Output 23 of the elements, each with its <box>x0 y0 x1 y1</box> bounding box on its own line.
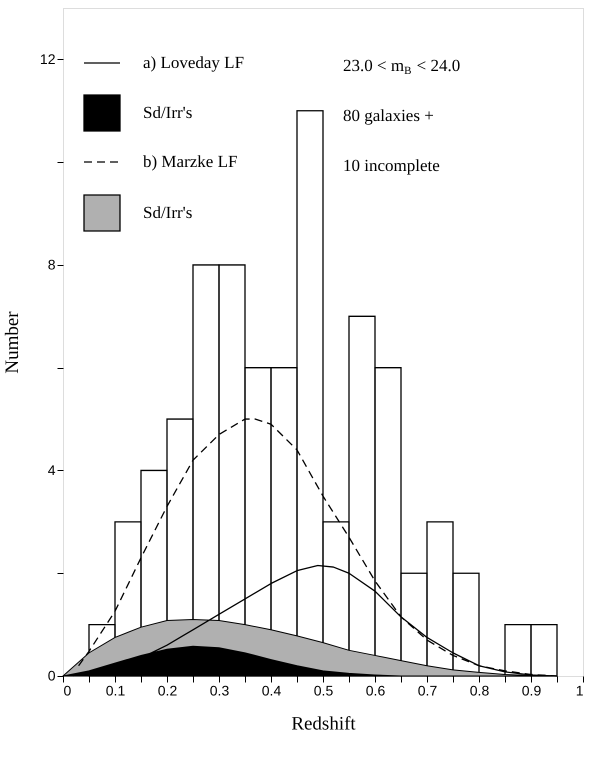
x-tick-label: 0.2 <box>158 682 178 698</box>
annotation: 10 incomplete <box>343 156 440 175</box>
legend-label: a) Loveday LF <box>143 53 244 72</box>
legend-label: Sd/Irr's <box>143 103 192 122</box>
x-tick-label: 0.1 <box>106 682 126 698</box>
annotation: 80 galaxies + <box>343 106 434 125</box>
y-tick-label: 0 <box>48 668 56 684</box>
y-tick-label: 4 <box>48 462 56 478</box>
legend-label: b) Marzke LF <box>143 152 238 171</box>
x-tick-label: 0.8 <box>470 682 490 698</box>
x-axis-title: Redshift <box>291 714 356 734</box>
x-tick-label: 0.9 <box>522 682 542 698</box>
y-tick-label: 12 <box>40 50 56 67</box>
x-tick-label: 1 <box>576 682 584 698</box>
x-tick-label: 0 <box>64 682 72 698</box>
x-tick-label: 0.5 <box>314 682 334 698</box>
x-tick-label: 0.7 <box>418 682 438 698</box>
x-tick-label: 0.6 <box>366 682 386 698</box>
legend-label: Sd/Irr's <box>143 203 192 222</box>
y-tick-label: 8 <box>48 256 56 272</box>
y-axis-title: Number <box>2 310 23 374</box>
x-tick-label: 0.4 <box>262 682 282 698</box>
x-tick-label: 0.3 <box>210 682 230 698</box>
